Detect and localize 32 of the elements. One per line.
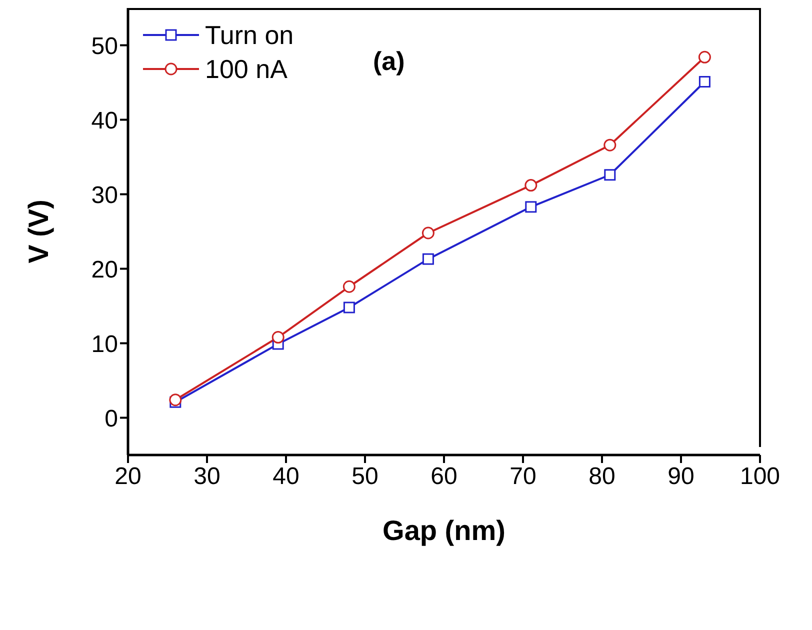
x-axis-title: Gap (nm): [382, 515, 506, 546]
x-tick-label: 20: [114, 463, 142, 490]
x-tick-label: 60: [430, 463, 458, 490]
legend-label: Turn on: [205, 20, 294, 50]
x-tick-label: 30: [194, 463, 220, 490]
x-tick-label: 70: [510, 463, 536, 490]
x-tick-label: 80: [588, 463, 616, 490]
y-tick-label: 0: [104, 405, 118, 432]
x-tick-label: 50: [352, 463, 378, 490]
point: [422, 226, 434, 240]
x-tick-label: 100: [740, 463, 780, 490]
point: [169, 394, 182, 406]
point: [604, 138, 616, 152]
point: [343, 302, 355, 314]
y-axis-title: V (V): [22, 200, 54, 264]
y-tick-label: 10: [91, 330, 118, 358]
point: [342, 280, 356, 293]
point: [525, 201, 537, 213]
annotation: (a): [373, 46, 405, 77]
x-tick-label: 90: [668, 463, 694, 490]
point: [524, 179, 538, 192]
y-tick-label: 30: [91, 182, 118, 209]
point: [698, 76, 710, 88]
legend-label: 100 nA: [205, 54, 288, 84]
y-tick-label: 40: [91, 107, 118, 134]
y-tick-label: 50: [91, 32, 118, 60]
point: [604, 169, 616, 181]
point: [272, 331, 284, 344]
x-tick-label: 40: [272, 463, 300, 490]
point: [422, 253, 434, 265]
point: [698, 50, 711, 64]
y-tick-label: 20: [91, 256, 118, 284]
